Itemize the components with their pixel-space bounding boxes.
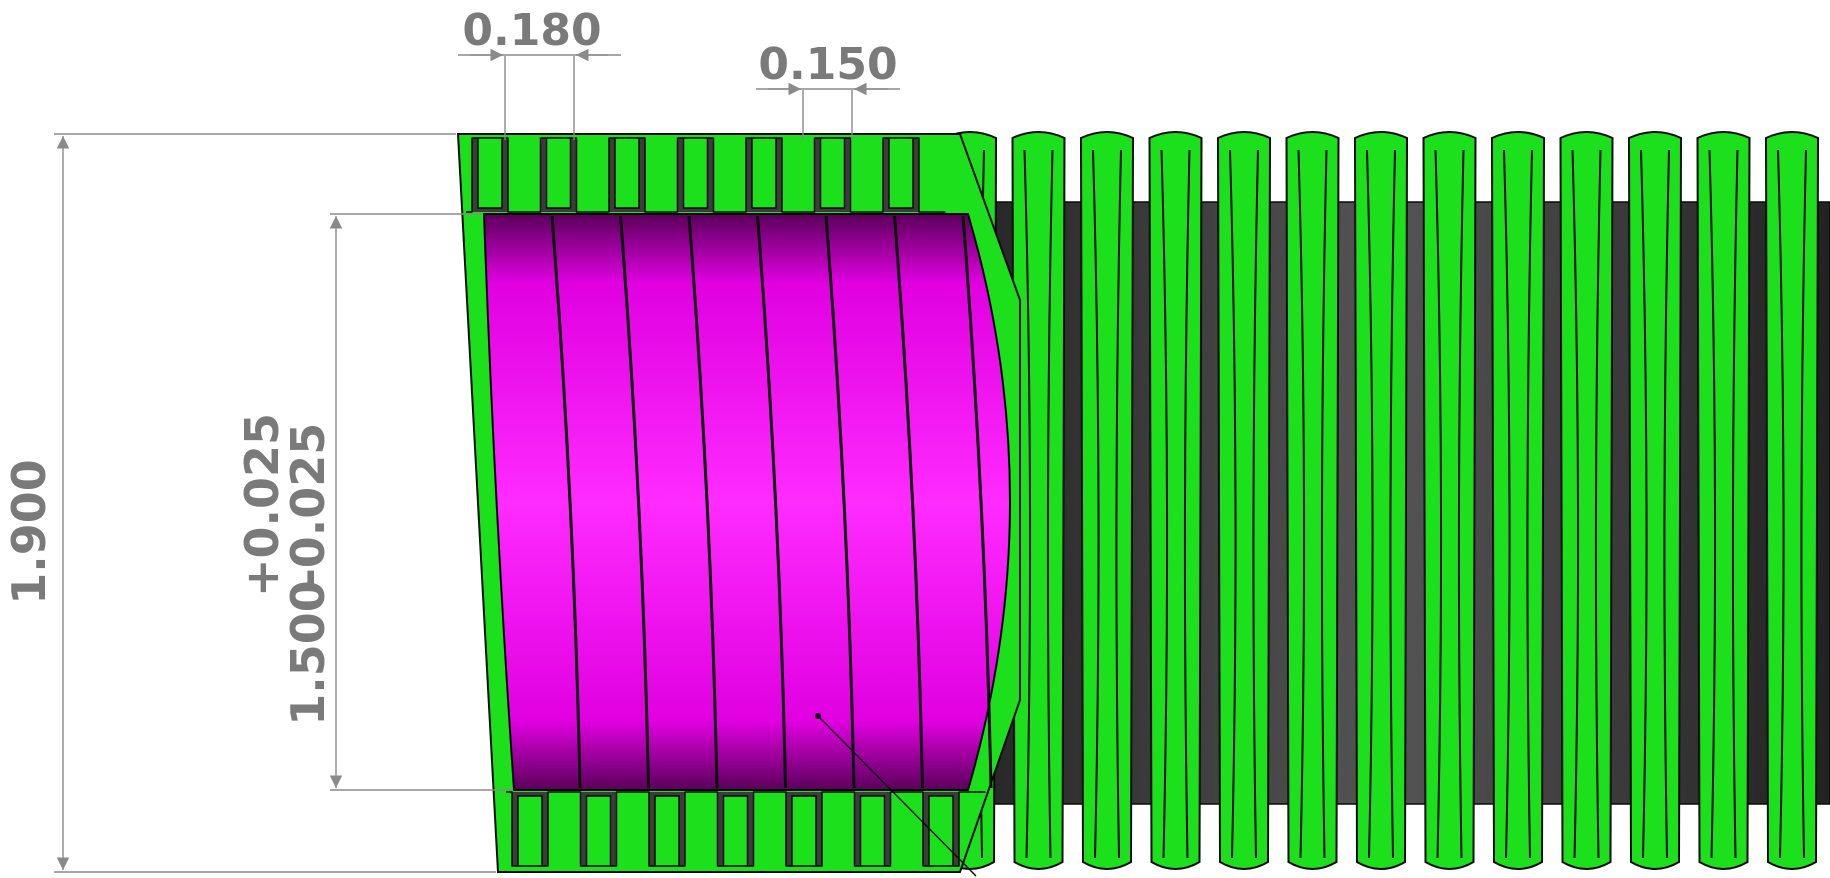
corrugated-body — [939, 131, 1830, 870]
outer-diameter-label: 1.900 — [2, 459, 56, 605]
corrugation-rib — [1216, 131, 1272, 870]
rib-shade-line — [1800, 149, 1807, 859]
rib-shade-line — [1023, 149, 1032, 859]
rib-core — [859, 795, 886, 867]
rib-shade-line — [1434, 149, 1443, 859]
rib-shade-line — [1457, 149, 1465, 859]
liner-rib-line — [961, 215, 993, 789]
pitch-label: 0.180 — [462, 5, 601, 56]
leader-dot — [815, 713, 821, 719]
rib-shade-line — [1229, 149, 1237, 859]
corrugation-rib — [1079, 131, 1135, 870]
rib-shade-line — [1183, 149, 1191, 859]
rib-shade-line — [1526, 149, 1533, 859]
corrugation-rib — [1353, 131, 1409, 870]
corrugation-rib — [1627, 131, 1683, 870]
rib-shade-line — [1320, 149, 1328, 859]
rib-shade-line — [1092, 149, 1100, 859]
rib-core — [928, 795, 954, 867]
tolerance-minus-label: -0.025 — [281, 423, 335, 588]
rib-core — [517, 795, 543, 867]
corrugation-rib — [1559, 131, 1614, 870]
cutaway-section — [456, 133, 1021, 877]
rib-shade-line — [1252, 149, 1259, 859]
liner-rib-line — [687, 215, 719, 789]
rib-width-label: 0.150 — [758, 39, 897, 90]
dimensions: 1.900 1.500 -0.025 +0.025 0.180 0.150 — [2, 5, 900, 873]
inner-liner — [482, 213, 1011, 791]
corrugation-rib — [1764, 131, 1820, 870]
rib-shade-line — [1046, 149, 1054, 859]
liner-rib-line — [550, 215, 582, 789]
liner-rib-line — [756, 215, 787, 789]
rib-core — [654, 795, 680, 867]
corrugation-rib — [1285, 131, 1340, 870]
bottom-rib-profile — [506, 791, 986, 867]
rib-shade-line — [1708, 149, 1717, 859]
corrugation-rib — [1490, 131, 1546, 870]
rib-core — [477, 137, 503, 209]
corrugation-rib — [1148, 131, 1203, 870]
rib-core — [888, 137, 914, 209]
corrugation-rib — [1011, 131, 1066, 870]
rib-core — [614, 137, 640, 209]
rib-shade-line — [1115, 149, 1122, 859]
rib-core — [585, 795, 612, 867]
rib-shade-line — [1594, 149, 1602, 859]
rib-shade-line — [1663, 149, 1670, 859]
tolerance-plus-label: +0.025 — [235, 413, 289, 597]
liner-rib-line — [893, 215, 924, 789]
corrugation-rib — [1696, 131, 1751, 870]
rib-shade-line — [1389, 149, 1396, 859]
liner-rib-lines — [550, 215, 993, 789]
rib-shade-line — [1366, 149, 1374, 859]
rib-core — [545, 137, 572, 209]
rib-shade-line — [1503, 149, 1511, 859]
rib-shade-line — [1731, 149, 1739, 859]
liner-rib-line — [619, 215, 650, 789]
liner-rib-line — [824, 215, 856, 789]
rib-core — [819, 137, 846, 209]
rib-core — [722, 795, 749, 867]
rib-shade-line — [1640, 149, 1648, 859]
rib-shade-line — [1777, 149, 1785, 859]
corrugation-rib — [1422, 131, 1477, 870]
top-rib-profile — [466, 137, 946, 213]
rib-shade-line — [1160, 149, 1169, 859]
rib-shade-line — [1297, 149, 1306, 859]
rib-core — [791, 795, 817, 867]
rib-core — [751, 137, 777, 209]
leader-line — [817, 715, 977, 877]
rib-core — [682, 137, 709, 209]
inner-diameter-label: 1.500 — [281, 580, 335, 726]
rib-shade-line — [1571, 149, 1580, 859]
